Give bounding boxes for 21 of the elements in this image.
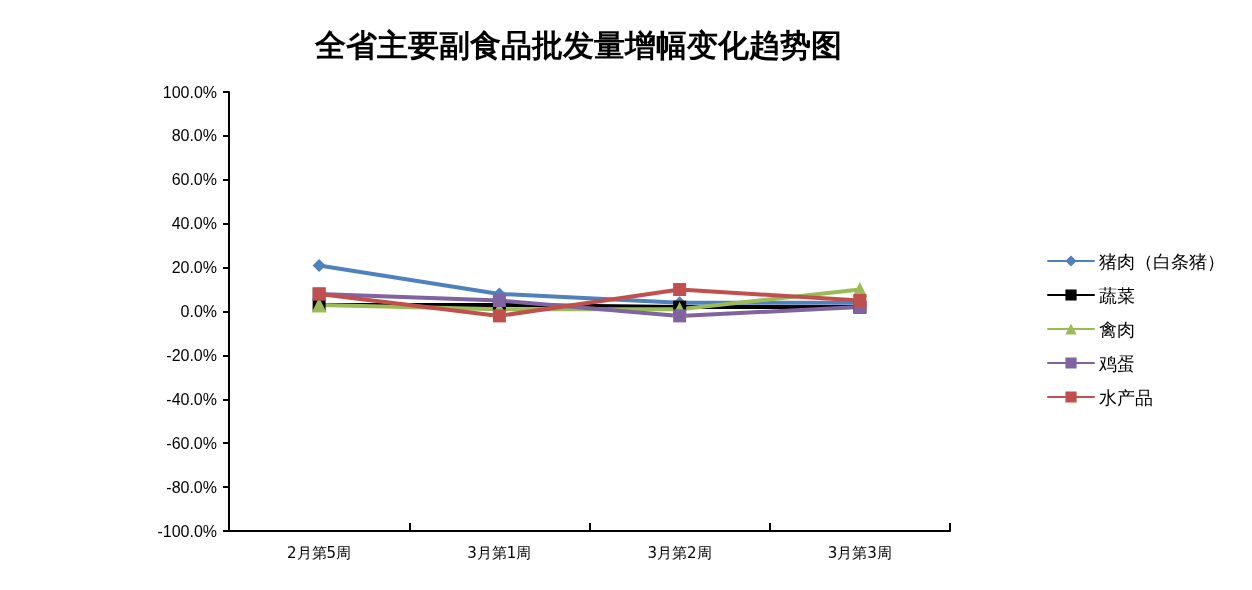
y-tick-label: -40.0% (166, 390, 217, 408)
y-tick-label: 20.0% (171, 259, 217, 277)
y-tick-label: 100.0% (162, 83, 217, 101)
y-tick-label: 40.0% (171, 215, 217, 233)
legend-label: 猪肉（白条猪） (1099, 250, 1225, 272)
y-tick-label: -60.0% (166, 434, 217, 452)
y-tick-label: 80.0% (171, 127, 217, 145)
x-tick-label: 3月第3周 (827, 543, 892, 562)
chart-title: 全省主要副食品批发量增幅变化趋势图 (313, 26, 842, 63)
x-tick-label: 2月第5周 (287, 543, 352, 562)
x-tick-label: 3月第1周 (467, 543, 532, 562)
legend-label: 水产品 (1099, 386, 1153, 408)
y-tick-label: 60.0% (171, 171, 217, 189)
y-tick-label: -20.0% (166, 346, 217, 364)
legend-label: 鸡蛋 (1098, 352, 1135, 374)
y-tick-label: -100.0% (157, 522, 217, 540)
y-tick-label: 0.0% (180, 303, 217, 320)
y-tick-label: -80.0% (166, 478, 217, 496)
legend-label: 蔬菜 (1099, 284, 1135, 306)
x-tick-label: 3月第2周 (647, 543, 712, 562)
legend-label: 禽肉 (1099, 318, 1135, 340)
